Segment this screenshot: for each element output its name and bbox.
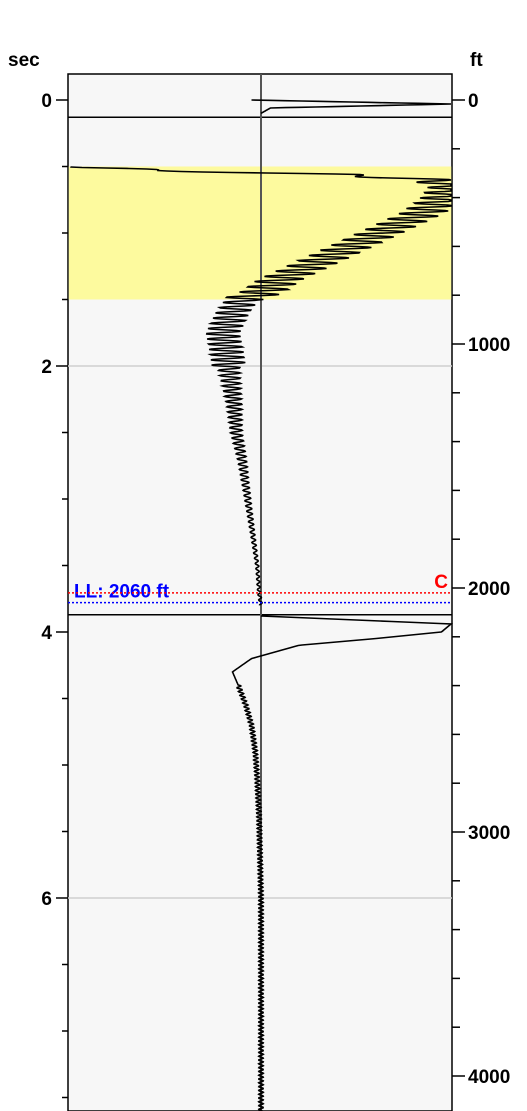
marker-label-1: C [434,572,448,593]
trace-segment-2 [70,166,452,606]
right-tick-label: 2000 [468,579,510,600]
trace-segment-3 [231,615,454,1111]
right-tick-label: 4000 [468,1067,510,1088]
right-tick-label: 1000 [468,335,510,356]
trace-layer [70,99,454,1111]
marker-layer: LL: 2060 ft C [68,572,452,604]
left-tick-label: 6 [41,889,52,910]
left-tick-label: 2 [41,357,52,378]
left-axis: 0 2 4 6 [41,91,68,1099]
left-tick-label: 4 [41,623,52,644]
right-tick-label: 3000 [468,823,510,844]
left-axis-unit-label: sec [8,50,40,71]
right-tick-label: 0 [468,91,479,112]
left-tick-label: 0 [41,91,52,112]
trace-segment-1 [251,99,452,115]
right-axis: 0 1000 2000 3000 4000 [452,91,510,1088]
right-axis-unit-label: ft [470,50,483,71]
